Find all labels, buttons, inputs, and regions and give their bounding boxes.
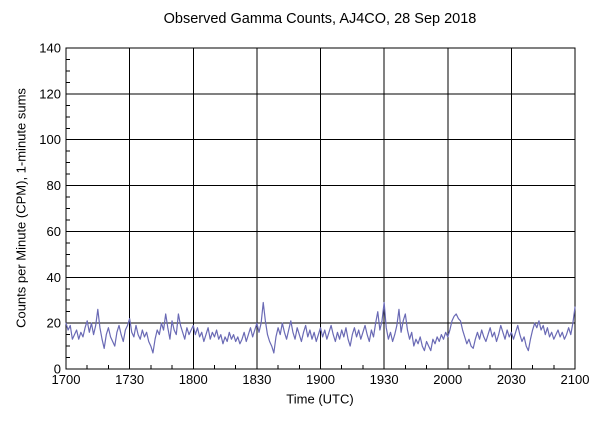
x-tick-label: 2000 [433,372,462,387]
y-tick-label: 60 [47,224,61,239]
y-tick-label: 40 [47,270,61,285]
x-tick-label: 1700 [52,372,81,387]
y-tick-label: 120 [39,86,61,101]
chart-title: Observed Gamma Counts, AJ4CO, 28 Sep 201… [163,11,477,27]
x-tick-label: 1830 [242,372,271,387]
y-tick-label: 20 [47,316,61,331]
y-tick-label: 0 [54,362,61,377]
y-tick-label: 80 [47,178,61,193]
x-tick-label: 1930 [370,372,399,387]
x-tick-label: 1800 [179,372,208,387]
x-tick-label: 1730 [115,372,144,387]
x-tick-label: 2030 [497,372,526,387]
x-tick-label: 1900 [306,372,335,387]
data-series-line [65,301,576,354]
y-tick-label: 100 [39,132,61,147]
x-tick-label: 2100 [561,372,590,387]
x-axis-label: Time (UTC) [286,391,354,407]
y-tick-label: 140 [39,41,61,56]
